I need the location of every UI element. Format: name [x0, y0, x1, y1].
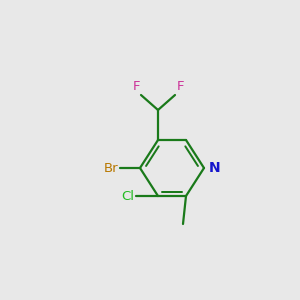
Text: N: N — [209, 161, 220, 175]
Text: Br: Br — [103, 161, 118, 175]
Text: F: F — [176, 80, 184, 93]
Text: Cl: Cl — [121, 190, 134, 202]
Text: F: F — [132, 80, 140, 93]
